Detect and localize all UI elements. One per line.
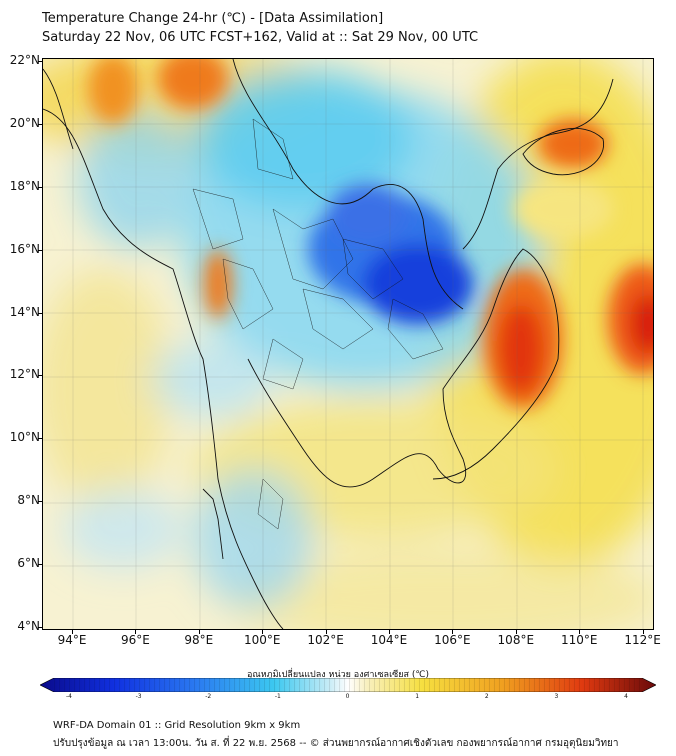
lat-tick xyxy=(38,123,42,125)
footer-credit: ปรับปรุงข้อมูล ณ เวลา 13:00น. วัน ส. ที่… xyxy=(53,738,619,749)
colorbar-tick-label: 4 xyxy=(624,693,628,700)
colorbar-tick-label: -4 xyxy=(66,693,72,700)
footer-model-info: WRF-DA Domain 01 :: Grid Resolution 9km … xyxy=(53,720,301,731)
lat-tick xyxy=(38,564,42,566)
lat-label: 6°N xyxy=(17,556,40,571)
lat-tick xyxy=(38,312,42,314)
lon-tick xyxy=(452,630,454,634)
graticule xyxy=(43,59,653,629)
lon-label: 94°E xyxy=(57,633,87,647)
lat-label: 8°N xyxy=(17,493,40,508)
lon-label: 110°E xyxy=(560,633,598,647)
lon-tick xyxy=(325,630,327,634)
lon-label: 100°E xyxy=(243,633,281,647)
lat-tick xyxy=(38,186,42,188)
colorbar-tick-label: 1 xyxy=(415,693,420,700)
lat-label: 14°N xyxy=(9,304,40,319)
lon-label: 104°E xyxy=(370,633,408,647)
colorbar xyxy=(40,678,656,692)
lat-label: 10°N xyxy=(9,430,40,445)
colorbar-tick-label: -1 xyxy=(274,693,281,700)
lon-label: 98°E xyxy=(184,633,214,647)
lat-tick xyxy=(38,627,42,628)
chart-subtitle: Saturday 22 Nov, 06 UTC FCST+162, Valid … xyxy=(42,30,479,45)
lat-label: 16°N xyxy=(9,241,40,256)
colorbar-tick-label: 3 xyxy=(554,693,559,700)
lon-tick xyxy=(579,630,581,634)
lon-tick xyxy=(198,630,200,634)
chart-title: Temperature Change 24-hr (℃) - [Data Ass… xyxy=(42,11,384,26)
lon-label: 112°E xyxy=(624,633,661,647)
lat-tick xyxy=(38,375,42,377)
lon-tick xyxy=(642,630,644,634)
lat-label: 20°N xyxy=(9,115,40,130)
lat-tick xyxy=(38,249,42,251)
lon-tick xyxy=(72,630,73,634)
lon-tick xyxy=(389,630,390,634)
lon-tick xyxy=(135,630,137,634)
province-borders xyxy=(192,118,444,530)
lat-tick xyxy=(38,438,42,440)
colorbar-tick-label: -2 xyxy=(205,693,212,700)
coastlines xyxy=(43,59,614,629)
lon-label: 108°E xyxy=(497,633,535,647)
colorbar-label: อุณหภูมิเปลี่ยนแปลง หน่วย องศาเซลเซียส (… xyxy=(246,670,430,680)
colorbar-tick-label: 0 xyxy=(345,693,350,700)
lat-label: 4°N xyxy=(17,619,40,633)
lon-label: 102°E xyxy=(307,633,344,647)
lon-tick xyxy=(515,630,517,634)
colorbar-tick-label: -3 xyxy=(135,693,142,700)
lat-label: 22°N xyxy=(9,53,40,67)
lon-label: 96°E xyxy=(120,633,150,647)
lon-tick xyxy=(262,630,264,634)
lat-tick xyxy=(38,501,42,503)
lat-label: 18°N xyxy=(9,178,40,193)
lon-label: 106°E xyxy=(434,633,471,647)
temperature-field xyxy=(43,59,653,629)
lat-tick xyxy=(38,61,42,62)
map-panel xyxy=(42,58,654,630)
lat-label: 12°N xyxy=(9,367,40,382)
colorbar-tick-label: 2 xyxy=(484,693,489,700)
